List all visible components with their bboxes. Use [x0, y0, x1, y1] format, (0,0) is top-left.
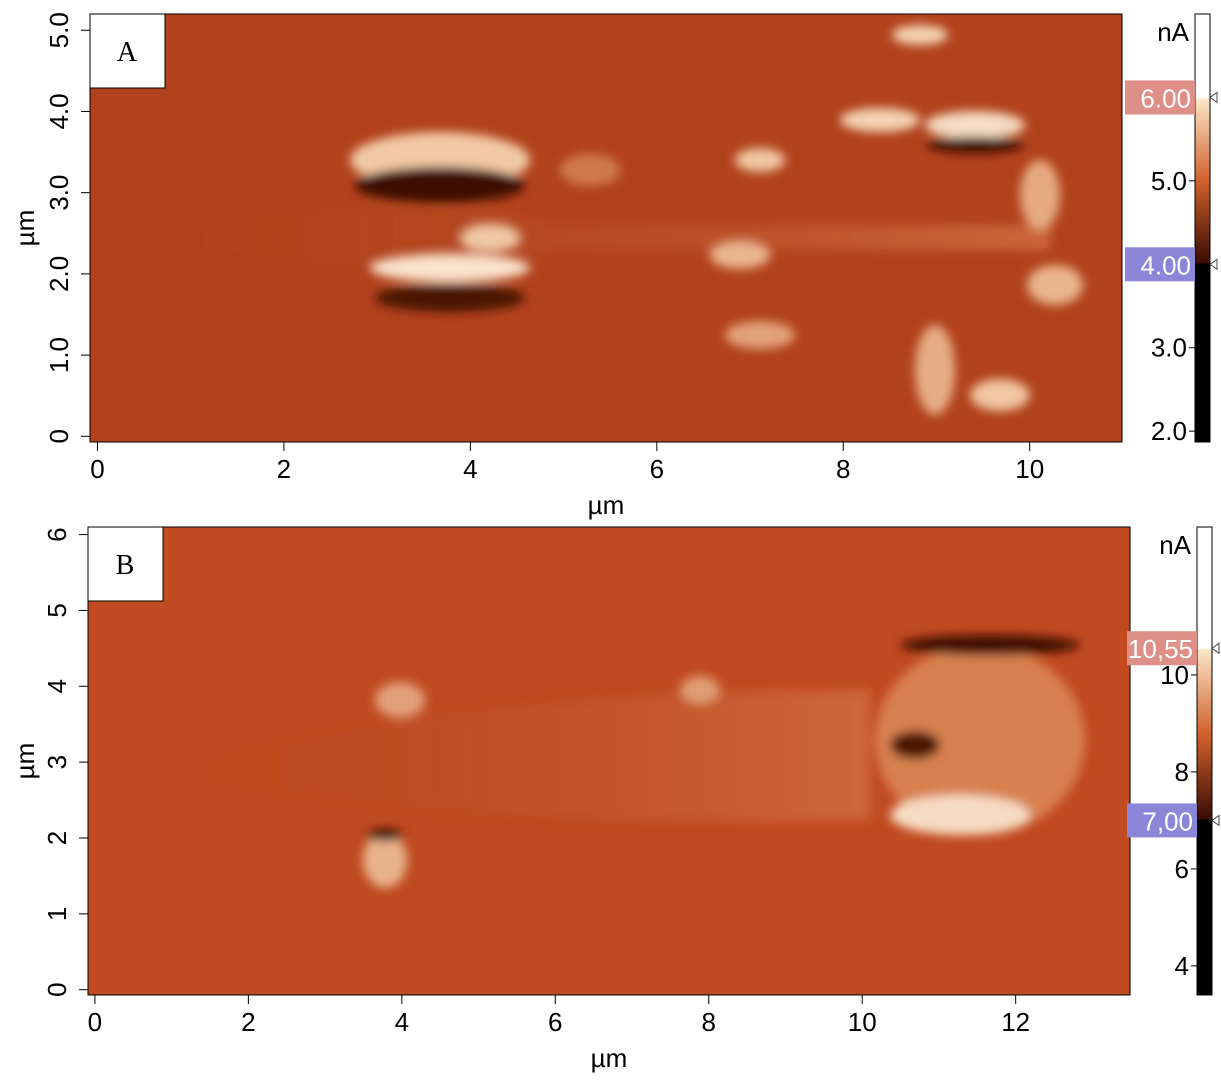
colorbar-marker-arrow — [1210, 92, 1217, 102]
panel-letter: B — [116, 550, 135, 581]
colorbar-tick-label: 2.0 — [1151, 416, 1187, 446]
x-tick-label: 4 — [463, 454, 477, 484]
colorbar-tick-label: 8 — [1175, 757, 1189, 787]
colorbar-tick-label: 5.0 — [1151, 166, 1187, 196]
x-tick-label: 2 — [241, 1007, 255, 1037]
colorbar-marker-label: 4.00 — [1140, 250, 1191, 280]
x-axis-label: µm — [588, 490, 625, 520]
colorbar-tick-label: 6 — [1175, 854, 1189, 884]
x-tick-label: 8 — [836, 454, 850, 484]
x-tick-label: 8 — [702, 1007, 716, 1037]
colorbar-tick-label: 4 — [1175, 951, 1189, 981]
colorbar — [1197, 527, 1212, 995]
x-tick-label: 10 — [1015, 454, 1044, 484]
y-tick-label: 2.0 — [44, 256, 74, 292]
colorbar-marker-arrow — [1212, 643, 1219, 653]
colorbar-unit: nA — [1157, 17, 1189, 47]
colorbar-marker-arrow — [1212, 815, 1219, 825]
y-tick-label: 4 — [42, 679, 72, 693]
x-tick-label: 12 — [1001, 1007, 1030, 1037]
x-tick-label: 6 — [548, 1007, 562, 1037]
y-tick-label: 5 — [42, 603, 72, 617]
y-tick-label: 3.0 — [44, 175, 74, 211]
y-tick-label: 6 — [42, 527, 72, 541]
figure: A0246810µm01.02.03.04.05.0µmnA2.03.05.06… — [0, 0, 1221, 1081]
colorbar-tick-label: 3.0 — [1151, 333, 1187, 363]
afm-image-b — [88, 527, 1130, 995]
x-tick-label: 4 — [395, 1007, 409, 1037]
y-tick-label: 3 — [42, 755, 72, 769]
y-tick-label: 1 — [42, 907, 72, 921]
colorbar-marker-label: 6.00 — [1140, 83, 1191, 113]
colorbar-marker-label: 10,55 — [1128, 634, 1193, 664]
colorbar-marker-arrow — [1210, 259, 1217, 269]
y-axis-label: µm — [10, 210, 40, 247]
afm-image-a — [90, 14, 1122, 442]
x-tick-label: 2 — [277, 454, 291, 484]
y-axis-label: µm — [10, 743, 40, 780]
x-tick-label: 10 — [848, 1007, 877, 1037]
page: {"panels": [ {"label": "A", "x_label": "… — [0, 0, 1221, 1086]
y-tick-label: 2 — [42, 831, 72, 845]
x-tick-label: 0 — [88, 1007, 102, 1037]
colorbar-marker-label: 7,00 — [1142, 806, 1193, 836]
y-tick-label: 4.0 — [44, 93, 74, 129]
y-tick-label: 5.0 — [44, 12, 74, 48]
x-tick-label: 6 — [650, 454, 664, 484]
y-tick-label: 0 — [44, 429, 74, 443]
x-tick-label: 0 — [90, 454, 104, 484]
colorbar — [1195, 14, 1210, 442]
colorbar-unit: nA — [1159, 530, 1191, 560]
x-axis-label: µm — [591, 1043, 628, 1073]
y-tick-label: 1.0 — [44, 337, 74, 373]
panel-letter: A — [117, 37, 138, 68]
y-tick-label: 0 — [42, 982, 72, 996]
